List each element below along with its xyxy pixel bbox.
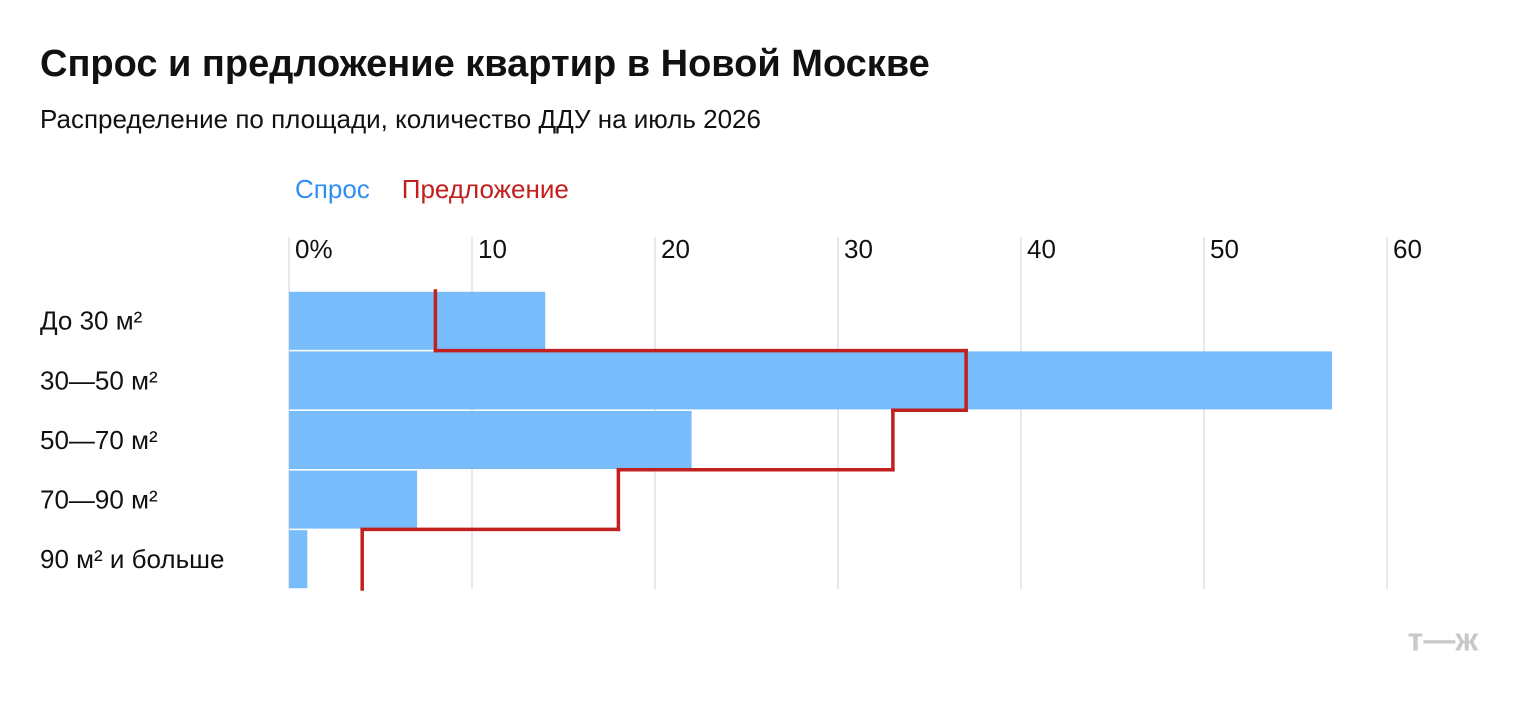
logo: т—ж xyxy=(1408,621,1479,657)
bar xyxy=(289,530,308,589)
x-tick-label: 30 xyxy=(844,234,873,264)
bar xyxy=(289,470,418,529)
bar xyxy=(289,351,1333,410)
bar xyxy=(289,411,692,469)
x-tick-label: 40 xyxy=(1027,234,1056,264)
legend-entry: Спрос xyxy=(295,174,370,204)
bar xyxy=(289,291,546,350)
x-tick-label: 50 xyxy=(1210,234,1239,264)
y-tick-label: 30—50 м² xyxy=(40,365,158,395)
x-tick-label: 10 xyxy=(478,234,507,264)
chart-subtitle: Распределение по площади, количество ДДУ… xyxy=(40,104,761,134)
y-tick-label: 50—70 м² xyxy=(40,425,158,455)
chart-title: Спрос и предложение квартир в Новой Моск… xyxy=(40,43,930,85)
y-tick-label: 70—90 м² xyxy=(40,484,158,514)
y-tick-label: До 30 м² xyxy=(40,306,143,336)
x-tick-label: 20 xyxy=(661,234,690,264)
x-tick-label: 60 xyxy=(1393,234,1422,264)
y-tick-label: 90 м² и больше xyxy=(40,544,224,574)
legend-entry: Предложение xyxy=(402,174,569,204)
x-tick-label: 0% xyxy=(295,234,333,264)
